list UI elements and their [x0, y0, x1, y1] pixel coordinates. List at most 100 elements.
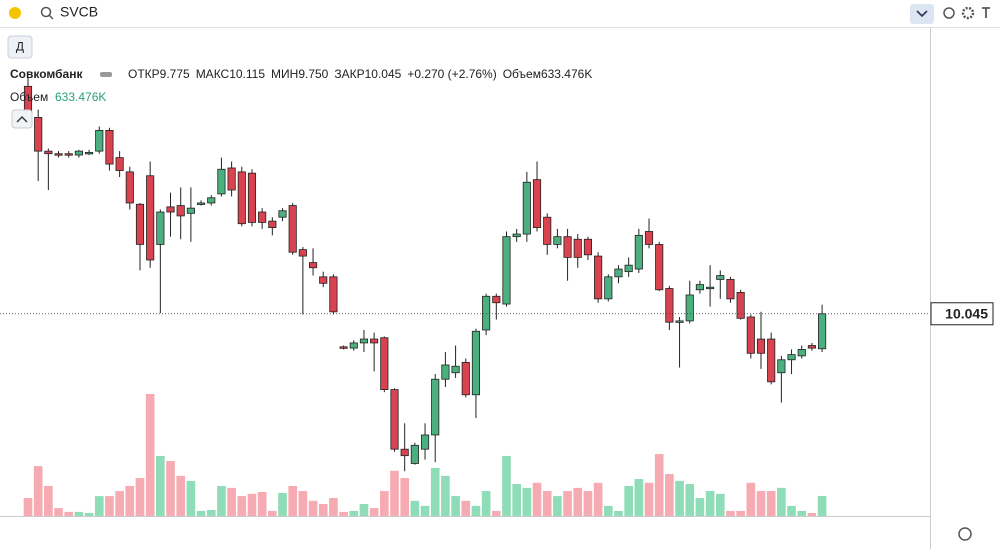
- candle-body: [186, 207, 195, 214]
- zoom-icon[interactable]: [943, 7, 955, 19]
- candle-body: [543, 216, 552, 245]
- volume-bar: [420, 505, 430, 516]
- volume-bar: [593, 482, 603, 516]
- candle-body: [706, 286, 715, 290]
- volume-bar: [665, 473, 674, 516]
- volume-bar: [563, 491, 572, 516]
- candle-body: [197, 202, 206, 205]
- legend-toggle: [100, 72, 112, 77]
- candle-body: [370, 338, 379, 344]
- candle-body: [359, 338, 369, 344]
- candle-body: [777, 359, 786, 374]
- volume-bar: [430, 467, 440, 516]
- legend-item: ЗАКР10.045: [334, 67, 401, 81]
- collapse-icon: [16, 116, 28, 123]
- volume-bar: [675, 480, 684, 516]
- candle-body: [553, 236, 562, 245]
- search-text[interactable]: SVCB: [60, 4, 98, 20]
- volume-bar: [410, 500, 420, 516]
- volume-bar: [105, 496, 114, 516]
- candle-body: [502, 236, 511, 305]
- candle-body: [604, 276, 613, 300]
- volume-bar: [288, 485, 298, 516]
- status-dot: [9, 7, 21, 19]
- settings-icon[interactable]: [961, 6, 975, 20]
- candle-body: [288, 205, 297, 253]
- volume-bar: [257, 491, 267, 516]
- volume-bar: [84, 512, 94, 516]
- marks: [0, 77, 930, 516]
- volume-bar: [451, 496, 460, 516]
- candle-body: [787, 354, 796, 361]
- last-price-tag: [930, 302, 994, 326]
- volume-bar: [614, 510, 623, 516]
- axis-settings-icon[interactable]: [958, 527, 972, 541]
- candle-body: [74, 150, 83, 156]
- candle-body: [217, 168, 226, 195]
- volume-bar: [339, 511, 348, 516]
- candle-body: [634, 234, 643, 270]
- volume-bar: [705, 491, 715, 516]
- candle-body: [176, 205, 185, 217]
- volume-bar: [471, 505, 481, 516]
- candle-body: [207, 197, 216, 204]
- volume-bar: [817, 495, 827, 516]
- candle-body: [675, 320, 684, 323]
- legend-item: +0.270 (+2.76%): [407, 67, 496, 81]
- volume-bar: [217, 485, 226, 516]
- volume-bar: [756, 491, 766, 516]
- candle-body: [319, 276, 328, 284]
- candle-body: [573, 238, 582, 258]
- candle-body: [268, 220, 277, 228]
- candle-body: [298, 249, 307, 257]
- volume-bar: [298, 491, 308, 516]
- candle-body: [767, 338, 776, 383]
- volume-bar: [227, 487, 236, 516]
- volume-bar: [634, 479, 644, 516]
- dropdown-button[interactable]: [910, 4, 934, 24]
- volume-bar: [491, 510, 501, 516]
- candle-body: [807, 345, 816, 349]
- volume-bar: [379, 491, 389, 516]
- candle-body: [349, 342, 358, 349]
- candle-body: [522, 181, 531, 235]
- volume-bar: [329, 497, 338, 516]
- volume-bar: [797, 510, 807, 516]
- period-button[interactable]: [7, 35, 33, 59]
- candle-body: [85, 152, 94, 155]
- volume-bar: [54, 508, 63, 516]
- candle-body: [247, 172, 257, 223]
- top-bar: [0, 0, 1000, 28]
- candle-body: [227, 167, 236, 191]
- volume-bar: [441, 475, 450, 516]
- pin-icon[interactable]: [982, 7, 990, 18]
- candle-body: [614, 268, 623, 278]
- collapse-button: [11, 109, 33, 129]
- volume-bar: [787, 505, 796, 516]
- volume-bar: [44, 485, 53, 516]
- legend-item: МИН9.750: [271, 67, 329, 81]
- candle-body: [156, 211, 165, 245]
- volume-bar: [583, 491, 593, 516]
- candle-body: [482, 295, 491, 331]
- candle-body: [64, 153, 73, 156]
- volume-bar: [573, 487, 583, 516]
- volume-bar: [390, 470, 399, 516]
- candle-body: [95, 129, 104, 152]
- volume-bar: [766, 491, 776, 516]
- candle-body: [339, 346, 348, 349]
- candle-body: [471, 330, 481, 396]
- candle-body: [125, 171, 134, 204]
- volume-bar: [206, 509, 216, 516]
- period-label: Д: [16, 40, 24, 54]
- volume-bar: [685, 484, 695, 516]
- volume-bar: [522, 487, 532, 516]
- search-icon[interactable]: [40, 6, 52, 18]
- volume-bar: [359, 503, 369, 516]
- volume-bar: [532, 482, 542, 516]
- volume-bar: [186, 480, 196, 516]
- volume-legend-value: 633.476K: [55, 90, 106, 104]
- volume-bar: [502, 455, 511, 516]
- volume-bar: [135, 478, 145, 516]
